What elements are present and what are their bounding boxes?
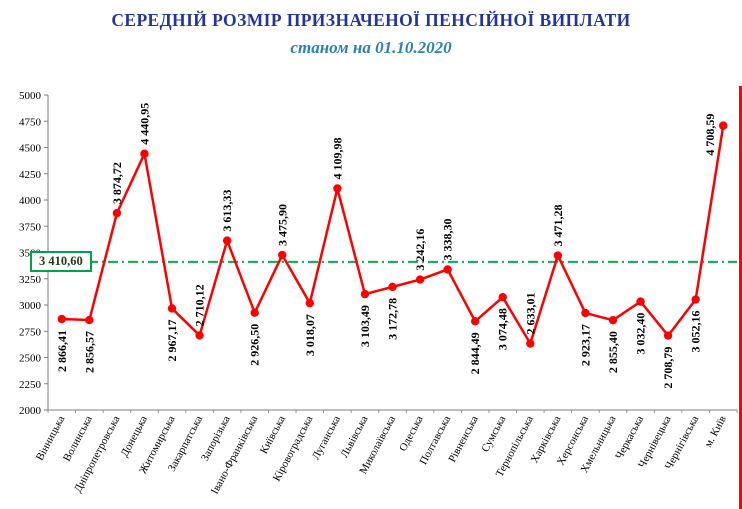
data-point <box>498 292 507 302</box>
data-point-label: 2 844,49 <box>468 332 482 374</box>
data-point <box>719 121 728 130</box>
data-point <box>443 265 452 274</box>
data-point-label: 3 874,72 <box>110 162 124 204</box>
data-point <box>112 208 122 218</box>
data-point-label: 3 242,16 <box>413 229 427 271</box>
data-point-label: 2 855,40 <box>606 331 620 373</box>
y-axis-label: 3250 <box>19 274 42 286</box>
x-axis-label: Сумська <box>479 414 508 454</box>
data-point <box>85 315 94 325</box>
data-point-label: 4 440,95 <box>137 103 151 145</box>
y-axis-label: 4750 <box>19 116 42 128</box>
data-point-label: 4 109,98 <box>330 137 344 179</box>
data-point <box>333 184 342 193</box>
data-point <box>526 339 535 348</box>
data-point-label: 2 926,50 <box>248 324 262 366</box>
data-point <box>415 275 425 284</box>
data-point-label: 3 052,16 <box>689 311 703 353</box>
data-point <box>57 314 66 324</box>
data-point-label: 3 172,78 <box>386 298 400 340</box>
chart-right-border <box>739 86 742 509</box>
chart-subtitle: станом на 01.10.2020 <box>290 38 452 57</box>
y-axis-label: 2000 <box>19 405 42 417</box>
y-axis-label: 4000 <box>19 195 42 207</box>
y-axis-label: 3000 <box>19 300 42 312</box>
data-point <box>167 304 177 313</box>
data-point <box>222 236 232 245</box>
y-axis-label: 3750 <box>19 221 42 233</box>
data-point-label: 2 633,01 <box>523 293 537 335</box>
data-point-label: 2 710,12 <box>193 284 207 326</box>
data-point-label: 3 338,30 <box>441 218 455 260</box>
data-point-label: 3 018,07 <box>303 314 317 356</box>
data-point-label: 2 923,17 <box>578 324 592 366</box>
average-value-label: 3 410,60 <box>30 250 92 272</box>
y-axis-label: 4500 <box>19 143 42 155</box>
data-point <box>388 282 397 292</box>
data-point <box>691 295 700 304</box>
data-point <box>305 298 315 308</box>
data-point-label: 2 866,41 <box>55 330 69 372</box>
data-point <box>195 331 204 340</box>
y-axis-label: 2750 <box>19 326 42 338</box>
data-point <box>470 317 480 326</box>
data-point-label: 2 708,79 <box>661 347 675 389</box>
data-point <box>608 315 618 325</box>
data-point-label: 3 471,28 <box>551 205 565 247</box>
y-axis-label: 2250 <box>19 379 42 391</box>
data-point-label: 3 613,33 <box>220 190 234 232</box>
data-point-label: 4 708,59 <box>703 114 717 156</box>
x-axis-label: Київська <box>258 414 288 456</box>
data-point <box>140 149 149 158</box>
x-axis-label: Одеська <box>397 414 426 454</box>
chart-title: СЕРЕДНІЙ РОЗМІР ПРИЗНАЧЕНОЇ ПЕНСІЙНОЇ ВИ… <box>111 10 631 30</box>
data-point-label: 2 856,57 <box>82 331 96 373</box>
data-point <box>553 251 563 260</box>
data-point-label: 3 103,49 <box>358 305 372 347</box>
y-axis-label: 4250 <box>19 169 42 181</box>
data-point-label: 3 475,90 <box>275 204 289 246</box>
data-point-label: 3 032,40 <box>634 313 648 355</box>
x-axis-label: м. Київ <box>702 414 729 450</box>
data-point-label: 2 967,17 <box>165 319 179 361</box>
data-point <box>636 297 645 306</box>
y-axis-label: 5000 <box>19 90 42 102</box>
data-point <box>278 250 287 260</box>
data-point <box>663 331 673 340</box>
data-point <box>360 289 370 299</box>
data-point <box>581 308 590 318</box>
y-axis-label: 2500 <box>19 353 42 365</box>
data-point <box>250 308 259 317</box>
data-point-label: 3 074,48 <box>496 308 510 350</box>
x-axis-label: Донецька <box>119 414 151 459</box>
